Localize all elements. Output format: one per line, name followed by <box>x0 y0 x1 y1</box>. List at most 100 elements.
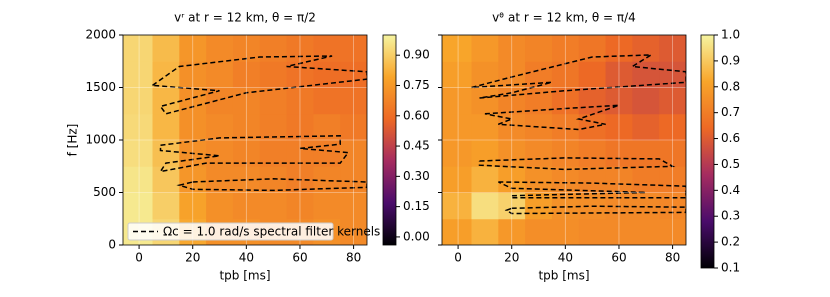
heatmap-cell <box>259 35 288 62</box>
x-tick-label: 0 <box>135 251 143 265</box>
heatmap-cell <box>578 218 607 245</box>
heatmap-cell <box>632 113 660 141</box>
heatmap-cell <box>578 87 607 115</box>
heatmap-cell <box>442 192 472 220</box>
heatmap-cell <box>578 166 607 193</box>
heatmap-cell <box>498 140 526 167</box>
heatmap-cell <box>659 192 686 220</box>
heatmap-cell <box>605 61 633 88</box>
heatmap-cell <box>259 113 288 141</box>
heatmap-cell <box>525 140 553 167</box>
heatmap-cell <box>471 140 499 167</box>
heatmap-cell <box>123 87 153 115</box>
heatmap-cell <box>632 218 660 245</box>
x-tick-label: 80 <box>346 251 361 265</box>
heatmap-cell <box>442 166 472 193</box>
heatmap <box>442 35 686 245</box>
heatmap-cell <box>498 87 526 115</box>
heatmap-cell <box>632 192 660 220</box>
heatmap-cell <box>206 87 234 115</box>
heatmap-cell <box>471 35 499 62</box>
heatmap-cell <box>498 192 526 220</box>
heatmap-cell <box>259 61 288 88</box>
heatmap-cell <box>498 35 526 62</box>
contour <box>478 157 676 171</box>
colorbar-tick-label: 0.30 <box>403 169 430 183</box>
heatmap-cell <box>123 113 153 141</box>
x-axis-label: tpb [ms] <box>538 269 589 283</box>
colorbar-tick-label: 0.9 <box>721 53 740 67</box>
colorbar-tick-label: 0.90 <box>403 48 430 62</box>
heatmap-cell <box>578 61 607 88</box>
heatmap-cell <box>659 166 686 193</box>
heatmap-cell <box>152 192 180 220</box>
contour <box>504 205 686 215</box>
heatmap-cell <box>471 61 499 88</box>
heatmap-cell <box>206 166 234 193</box>
heatmap-cell <box>123 35 153 62</box>
colorbar-tick-label: 0.6 <box>721 131 740 145</box>
heatmap-cell <box>152 35 180 62</box>
legend-box <box>127 222 334 241</box>
heatmap-cell <box>259 87 288 115</box>
colorbar-tick-label: 0.5 <box>721 157 740 171</box>
heatmap-cell <box>498 218 526 245</box>
y-tick-label: 0 <box>108 238 116 252</box>
heatmap-cell <box>471 113 499 141</box>
heatmap-cell <box>525 35 553 62</box>
heatmap-cell <box>659 140 686 167</box>
y-tick-label: 2000 <box>85 28 116 42</box>
heatmap-cell <box>179 113 207 141</box>
y-axis-label: f [Hz] <box>66 124 80 157</box>
colorbar-tick-label: 0.3 <box>721 209 740 223</box>
colorbar-tick-label: 0.75 <box>403 78 430 92</box>
heatmap-cell <box>525 192 553 220</box>
heatmap-cell <box>659 113 686 141</box>
contour <box>158 135 350 173</box>
heatmap-cell <box>551 166 580 193</box>
colorbar <box>382 34 397 246</box>
heatmap-cell <box>551 140 580 167</box>
heatmap-cell <box>123 61 153 88</box>
heatmap-cell <box>179 35 207 62</box>
x-tick-label: 80 <box>665 251 680 265</box>
heatmap-cell <box>471 87 499 115</box>
heatmap-cell <box>232 192 261 220</box>
heatmap-cell <box>206 140 234 167</box>
x-tick-label: 60 <box>611 251 626 265</box>
heatmap-cell <box>340 87 367 115</box>
x-tick-label: 40 <box>239 251 254 265</box>
heatmap-cell <box>206 113 234 141</box>
colorbar-tick-label: 0.15 <box>403 199 430 213</box>
heatmap-cell <box>471 218 499 245</box>
heatmap-cell <box>632 140 660 167</box>
heatmap-cell <box>605 113 633 141</box>
heatmap-cell <box>525 218 553 245</box>
heatmap-cell <box>498 113 526 141</box>
colorbar-tick-label: 0.00 <box>403 229 430 243</box>
colorbar-tick-label: 0.45 <box>403 139 430 153</box>
contour <box>484 104 620 131</box>
heatmap-cell <box>632 61 660 88</box>
chart-title: vᶿ at r = 12 km, θ = π/4 <box>492 11 636 25</box>
heatmap-cell <box>605 87 633 115</box>
heatmap-cell <box>551 218 580 245</box>
heatmap-cell <box>152 61 180 88</box>
heatmap-cell <box>605 35 633 62</box>
heatmap-cell <box>179 192 207 220</box>
x-tick-label: 20 <box>185 251 200 265</box>
y-tick-label: 500 <box>93 185 116 199</box>
chart-title: vʳ at r = 12 km, θ = π/2 <box>174 11 316 25</box>
heatmap-cell <box>313 35 341 62</box>
heatmap-cell <box>286 87 314 115</box>
heatmap-cell <box>659 87 686 115</box>
heatmap-cell <box>551 35 580 62</box>
heatmap-cell <box>232 113 261 141</box>
heatmap-cell <box>442 61 472 88</box>
axes-frame <box>122 34 368 246</box>
contour <box>471 54 686 99</box>
heatmap-cell <box>442 140 472 167</box>
heatmap-cell <box>471 192 499 220</box>
colorbar-tick-label: 0.60 <box>403 108 430 122</box>
heatmap-cell <box>340 35 367 62</box>
